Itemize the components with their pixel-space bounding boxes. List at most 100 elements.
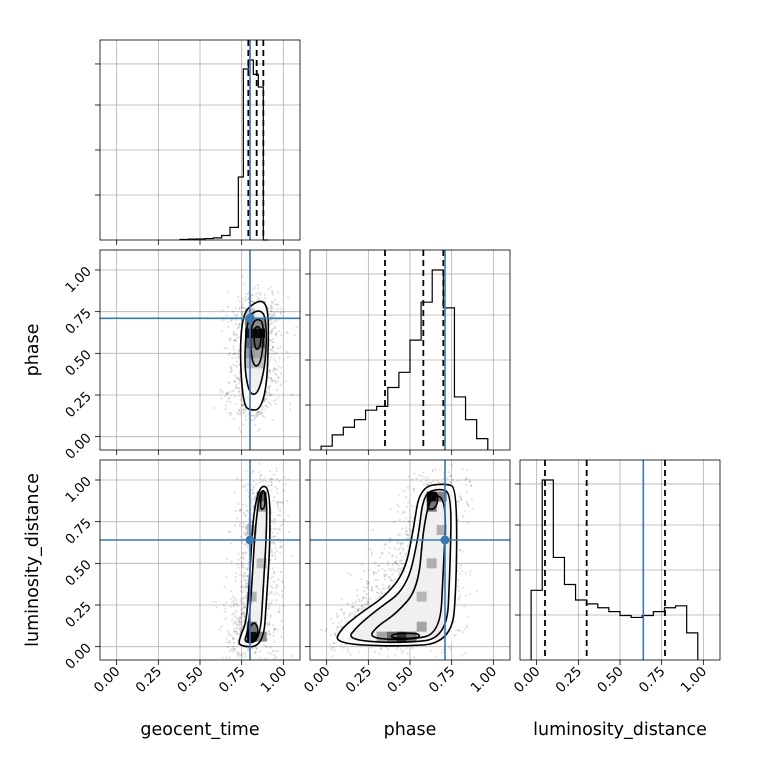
y-axis-label-phase: phase (23, 324, 43, 377)
sample-point (241, 652, 245, 655)
sample-point (279, 570, 282, 574)
sample-point (244, 612, 247, 615)
sample-point (273, 311, 276, 314)
sample-point (263, 399, 266, 402)
sample-point (379, 647, 383, 650)
sample-point (406, 652, 409, 655)
sample-point (429, 481, 433, 484)
sample-point (279, 514, 282, 517)
sample-point (224, 404, 227, 407)
sample-point (274, 319, 277, 322)
sample-point (348, 615, 351, 618)
sample-point (276, 388, 279, 391)
y-tick-label: 0.50 (62, 557, 95, 590)
sample-point (388, 540, 391, 543)
sample-point (402, 562, 405, 565)
sample-point (270, 511, 273, 514)
sample-point (405, 517, 408, 520)
sample-point (233, 352, 237, 355)
sample-point (235, 356, 238, 360)
sample-point (211, 600, 215, 603)
sample-point (246, 509, 249, 512)
sample-point (271, 291, 274, 294)
sample-point (234, 386, 237, 390)
sample-point (230, 634, 233, 637)
sample-point (240, 615, 243, 618)
sample-point (273, 358, 276, 361)
sample-point (461, 570, 464, 573)
sample-point (238, 624, 241, 627)
sample-point (270, 550, 274, 554)
sample-point (257, 462, 261, 465)
sample-point (271, 554, 274, 557)
sample-point (243, 524, 246, 527)
sample-point (459, 567, 462, 570)
sample-point (356, 608, 360, 612)
x-tick-label: 0.75 (216, 664, 249, 697)
sample-point (394, 562, 397, 565)
sample-point (399, 551, 402, 555)
sample-point (232, 352, 235, 356)
sample-point (243, 533, 246, 536)
truth-marker (245, 535, 255, 545)
sample-point (238, 300, 242, 303)
sample-point (396, 548, 399, 551)
sample-point (269, 349, 272, 352)
sample-point (279, 528, 282, 532)
sample-point (269, 359, 272, 362)
sample-point (232, 602, 236, 605)
sample-point (237, 325, 241, 328)
sample-point (458, 549, 461, 552)
sample-point (268, 622, 271, 626)
sample-point (237, 650, 240, 654)
sample-point (350, 606, 354, 609)
sample-point (275, 373, 278, 376)
sample-point (233, 649, 236, 652)
sample-point (418, 474, 421, 477)
sample-point (238, 363, 241, 366)
sample-point (242, 503, 245, 506)
sample-point (437, 480, 440, 484)
sample-point (242, 551, 245, 554)
sample-point (270, 321, 273, 324)
sample-point (270, 377, 273, 380)
sample-point (343, 617, 346, 620)
sample-point (456, 519, 459, 522)
sample-point (394, 654, 397, 657)
y-tick-label: 0.25 (62, 389, 95, 422)
sample-point (228, 352, 231, 355)
sample-point (238, 621, 241, 624)
sample-point (375, 571, 378, 575)
sample-point (280, 372, 283, 376)
sample-point (255, 414, 258, 417)
sample-point (397, 493, 400, 496)
sample-point (275, 487, 279, 491)
sample-point (269, 338, 273, 342)
sample-point (250, 294, 254, 297)
sample-point (270, 483, 273, 486)
sample-point (276, 492, 279, 495)
x-tick-label: 0.50 (174, 664, 207, 697)
sample-point (270, 393, 273, 396)
sample-point (243, 606, 246, 609)
sample-point (413, 656, 416, 659)
sample-point (276, 507, 279, 510)
sample-point (238, 427, 241, 430)
density-cell (416, 621, 427, 632)
sample-point (275, 332, 278, 336)
sample-point (406, 533, 410, 536)
sample-point (406, 544, 409, 547)
sample-point (280, 334, 283, 337)
sample-point (241, 314, 244, 317)
sample-point (465, 500, 468, 503)
sample-point (241, 306, 244, 309)
sample-point (230, 647, 233, 651)
sample-point (383, 574, 386, 578)
sample-point (265, 404, 268, 407)
sample-point (367, 600, 370, 604)
sample-point (245, 586, 248, 589)
y-tick-label: 0.00 (62, 640, 95, 673)
sample-point (252, 505, 255, 508)
sample-point (392, 554, 395, 557)
sample-point (434, 468, 437, 471)
